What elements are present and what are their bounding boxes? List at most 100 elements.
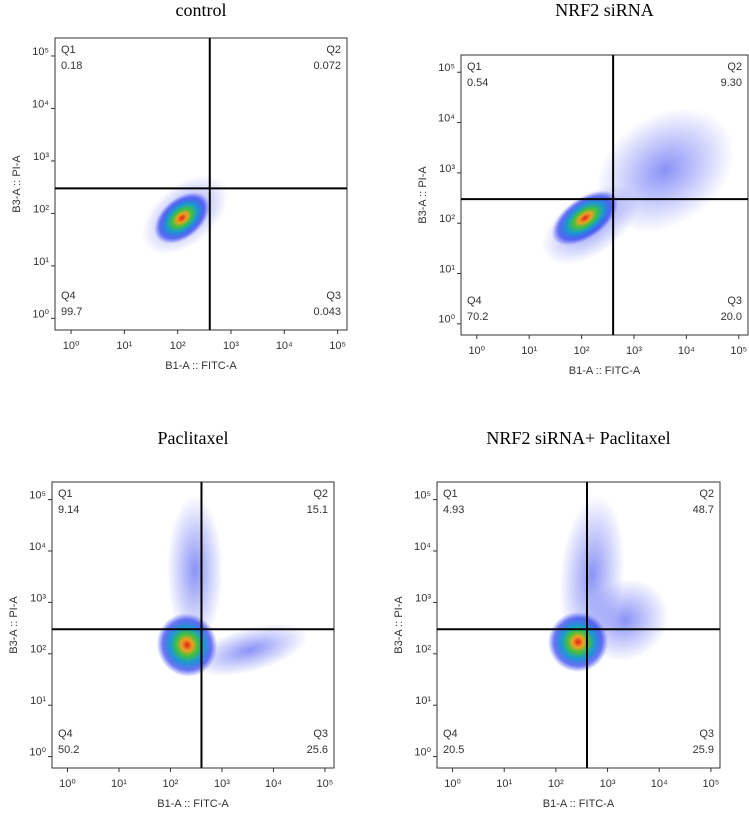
- y-axis-label: B3-A :: PI-A: [417, 166, 429, 224]
- y-axis-label: B3-A :: PI-A: [393, 596, 405, 654]
- x-tick-label: 10¹: [496, 778, 512, 790]
- x-tick-label: 10⁴: [265, 778, 282, 790]
- y-tick-label: 10²: [439, 213, 455, 225]
- y-tick-label: 10⁴: [438, 112, 455, 124]
- quadrant-name: Q1: [467, 61, 482, 73]
- quadrant-value: 20.0: [721, 311, 742, 323]
- y-tick-label: 10⁰: [438, 314, 455, 326]
- density: [548, 612, 608, 672]
- density: [154, 192, 210, 244]
- plot-frame: [460, 54, 749, 336]
- quadrant-value: 0.072: [313, 60, 341, 72]
- density-cloud: [142, 175, 228, 255]
- y-tick-label: 10²: [30, 644, 46, 656]
- density: [167, 495, 223, 645]
- quadrant-name: Q4: [443, 728, 458, 740]
- x-tick-label: 10⁴: [678, 345, 695, 357]
- x-tick-label: 10²: [163, 778, 179, 790]
- x-axis-label: B1-A :: FITC-A: [157, 798, 229, 810]
- y-tick-label: 10⁰: [29, 747, 46, 759]
- quadrant-value: 50.2: [58, 744, 79, 756]
- x-tick-label: 10²: [548, 778, 564, 790]
- x-tick-label: 10²: [170, 340, 186, 352]
- x-tick-label: 10⁰: [59, 778, 76, 790]
- quadrant-value: 70.2: [467, 311, 488, 323]
- panel-title: control: [176, 0, 227, 20]
- x-tick-label: 10⁰: [63, 340, 80, 352]
- y-tick-label: 10⁵: [414, 490, 431, 502]
- quadrant-value: 0.54: [467, 77, 488, 89]
- x-tick-label: 10³: [626, 345, 642, 357]
- quadrant-value: 4.93: [443, 504, 464, 516]
- quadrant-name: Q3: [326, 290, 341, 302]
- quadrant-value: 99.7: [61, 306, 82, 318]
- y-axis-label: B3-A :: PI-A: [11, 155, 23, 213]
- quadrant-value: 9.30: [721, 77, 742, 89]
- y-tick-label: 10³: [439, 163, 455, 175]
- quadrant-name: Q4: [58, 728, 73, 740]
- y-tick-label: 10³: [30, 592, 46, 604]
- quadrant-name: Q4: [467, 295, 482, 307]
- x-tick-label: 10¹: [111, 778, 127, 790]
- quadrant-value: 9.14: [58, 504, 79, 516]
- y-tick-label: 10³: [33, 151, 49, 163]
- quadrant-name: Q3: [313, 728, 328, 740]
- quadrant-value: 15.1: [307, 504, 328, 516]
- quadrant-name: Q1: [443, 488, 458, 500]
- x-tick-label: 10⁴: [276, 340, 293, 352]
- x-tick-label: 10⁰: [444, 778, 461, 790]
- x-tick-label: 10³: [214, 778, 230, 790]
- quadrant-value: 48.7: [693, 504, 714, 516]
- quadrant-value: 20.5: [443, 744, 464, 756]
- y-tick-label: 10⁴: [414, 541, 431, 553]
- quadrant-value: 25.9: [693, 744, 714, 756]
- y-tick-label: 10⁵: [438, 62, 455, 74]
- x-tick-label: 10⁵: [703, 778, 720, 790]
- density-cloud: [541, 107, 735, 265]
- x-tick-label: 10⁵: [730, 345, 747, 357]
- y-tick-label: 10⁴: [32, 98, 49, 110]
- panel-title: Paclitaxel: [158, 428, 229, 448]
- quadrant-name: Q2: [699, 488, 714, 500]
- x-tick-label: 10⁵: [329, 340, 346, 352]
- plot-frame: [436, 481, 721, 769]
- density-cloud: [156, 495, 309, 677]
- y-tick-label: 10²: [33, 203, 49, 215]
- y-tick-label: 10⁴: [29, 541, 46, 553]
- density: [551, 190, 619, 246]
- x-tick-label: 10⁵: [317, 778, 334, 790]
- y-tick-label: 10¹: [415, 695, 431, 707]
- y-tick-label: 10⁰: [32, 308, 49, 320]
- y-axis-label: B3-A :: PI-A: [8, 596, 20, 654]
- quadrant-value: 0.043: [313, 306, 341, 318]
- quadrant-value: 0.18: [61, 60, 82, 72]
- quadrant-name: Q2: [326, 44, 341, 56]
- quadrant-name: Q2: [313, 488, 328, 500]
- y-tick-label: 10⁵: [29, 490, 46, 502]
- x-tick-label: 10³: [600, 778, 616, 790]
- quadrant-name: Q3: [699, 728, 714, 740]
- quadrant-name: Q3: [727, 295, 742, 307]
- y-tick-label: 10⁵: [32, 46, 49, 58]
- y-tick-label: 10¹: [30, 695, 46, 707]
- x-axis-label: B1-A :: FITC-A: [165, 360, 237, 372]
- x-tick-label: 10⁰: [468, 345, 485, 357]
- y-tick-label: 10¹: [33, 256, 49, 268]
- quadrant-name: Q4: [61, 290, 76, 302]
- x-tick-label: 10³: [223, 340, 239, 352]
- y-tick-label: 10⁰: [414, 747, 431, 759]
- panel-title: NRF2 siRNA+ Paclitaxel: [486, 428, 670, 448]
- y-tick-label: 10³: [415, 592, 431, 604]
- plot-frame: [54, 37, 348, 331]
- y-tick-label: 10²: [415, 644, 431, 656]
- density-cloud: [548, 495, 669, 672]
- x-tick-label: 10⁴: [651, 778, 668, 790]
- y-tick-label: 10¹: [439, 263, 455, 275]
- x-axis-label: B1-A :: FITC-A: [569, 365, 641, 377]
- quadrant-name: Q1: [58, 488, 73, 500]
- quadrant-name: Q1: [61, 44, 76, 56]
- plot-frame: [51, 481, 335, 769]
- x-tick-label: 10²: [574, 345, 590, 357]
- quadrant-name: Q2: [727, 61, 742, 73]
